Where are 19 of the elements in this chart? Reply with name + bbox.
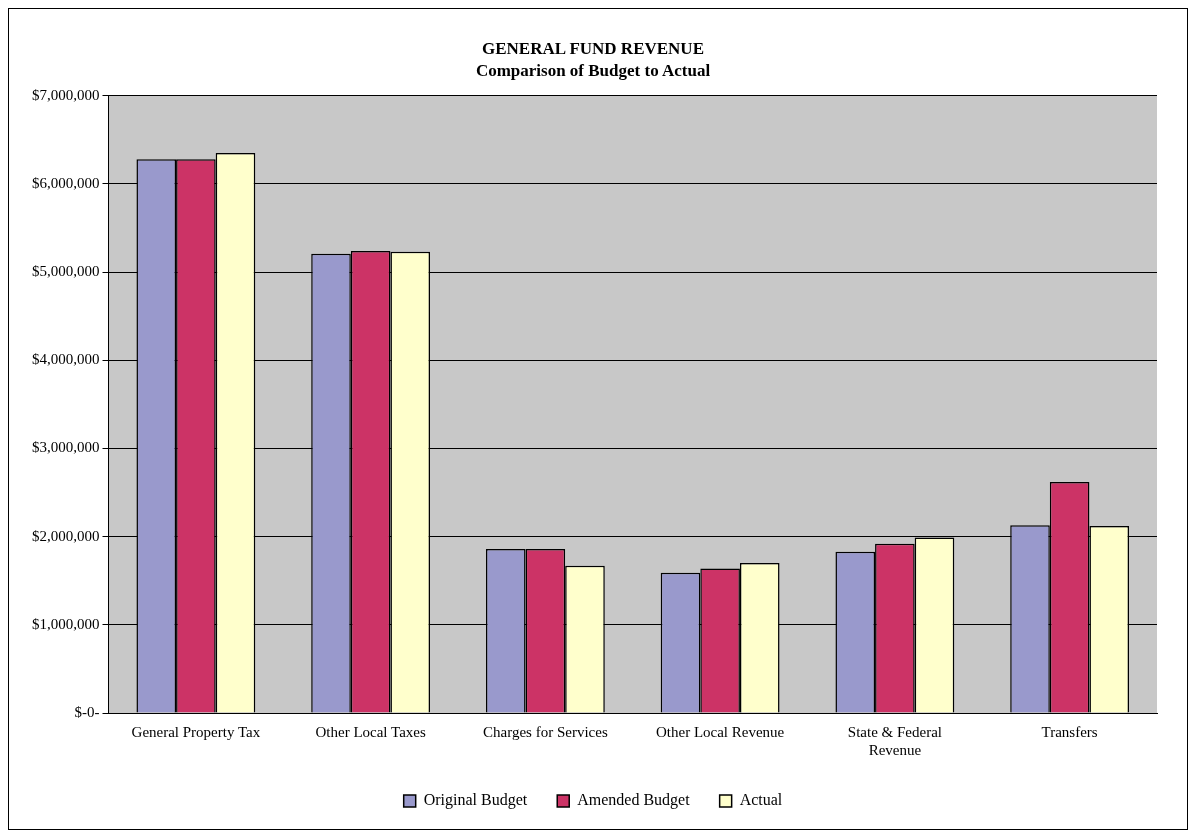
y-tick-label: $4,000,000 [32, 351, 100, 368]
y-tick-label: $7,000,000 [32, 86, 100, 103]
legend-label: Original Budget [423, 791, 528, 810]
legend-label: Actual [739, 791, 783, 809]
y-tick-label: $3,000,000 [32, 439, 100, 456]
chart-title: GENERAL FUND REVENUE [482, 38, 704, 58]
y-tick-label: $-0- [74, 703, 100, 720]
x-tick-label: Transfers [1041, 723, 1098, 740]
x-tick-label: Other Local Revenue [655, 723, 785, 740]
y-tick-label: $1,000,000 [32, 615, 100, 632]
legend-label: Amended Budget [577, 791, 691, 810]
chart-subtitle: Comparison of Budget to Actual [475, 60, 711, 80]
x-tick-label: State & Federal Revenue [847, 723, 942, 758]
y-tick-label: $2,000,000 [32, 527, 100, 544]
y-tick-label: $5,000,000 [32, 263, 100, 280]
x-tick-label: Other Local Taxes [315, 723, 426, 740]
x-tick-label: Charges for Services [483, 723, 608, 740]
y-tick-label: $6,000,000 [32, 174, 100, 191]
x-tick-label: General Property Tax [131, 723, 261, 740]
